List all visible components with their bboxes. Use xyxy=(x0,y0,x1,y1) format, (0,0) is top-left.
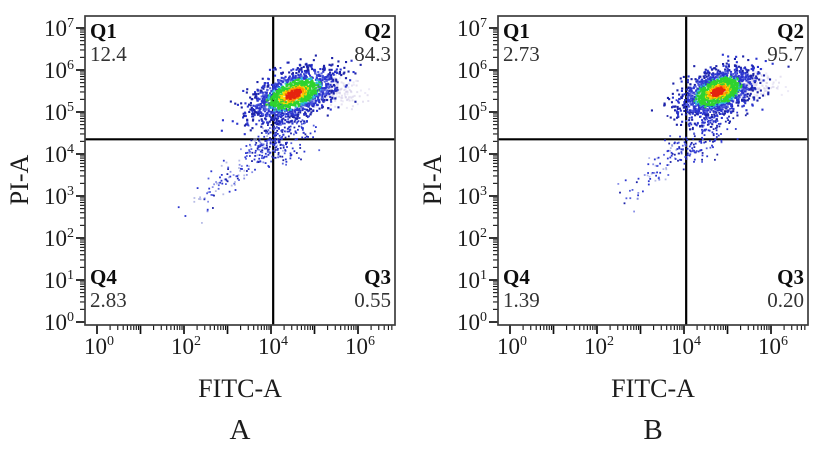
q4-name: Q4 xyxy=(90,265,117,289)
y-tick-label-10e5: 105 xyxy=(44,100,74,125)
q1-percent: 2.73 xyxy=(503,42,540,66)
y-tick-label-10e1: 101 xyxy=(44,268,74,293)
x-tick-labels: 100 102 104 106 xyxy=(497,334,788,359)
quadrant-label-q1: Q1 12.4 xyxy=(90,20,127,66)
y-axis-label: PI-A xyxy=(5,154,34,206)
x-tick-label-10e4: 104 xyxy=(258,334,288,359)
y-tick-label-10e3: 103 xyxy=(457,184,487,209)
y-tick-label-10e6: 106 xyxy=(44,58,74,83)
quadrant-label-q4: Q4 1.39 xyxy=(503,266,540,312)
q4-name: Q4 xyxy=(503,265,530,289)
q4-percent: 1.39 xyxy=(503,288,540,312)
quadrant-label-q1: Q1 2.73 xyxy=(503,20,540,66)
q2-name: Q2 xyxy=(777,19,804,43)
x-axis-ticks xyxy=(96,325,393,334)
gate-crosshair xyxy=(498,16,808,325)
y-axis-ticks xyxy=(76,27,85,323)
scatter-plot-a: 100 102 104 106 100 101 102 103 104 105 106 107 xyxy=(44,15,396,359)
q1-name: Q1 xyxy=(90,19,117,43)
panel-caption-b: B xyxy=(643,414,663,446)
y-tick-labels: 100 101 102 103 104 105 106 107 xyxy=(457,16,487,335)
quadrant-label-q3: Q3 0.20 xyxy=(767,266,804,312)
quadrant-label-q3: Q3 0.55 xyxy=(354,266,391,312)
x-axis-label: FITC-A xyxy=(611,374,695,403)
q3-percent: 0.55 xyxy=(354,288,391,312)
x-tick-label-10e6: 106 xyxy=(345,334,375,359)
plot-border xyxy=(497,15,809,326)
panel-a: 100 102 104 106 100 101 102 103 104 105 106 107 PI-… xyxy=(0,0,413,465)
y-tick-label-10e2: 102 xyxy=(457,226,487,251)
scatter-plot-b: 100 102 104 106 100 101 102 103 104 105 106 107 xyxy=(457,15,809,359)
y-axis-label: PI-A xyxy=(418,154,447,206)
scatter-points-layer xyxy=(177,54,371,224)
q1-percent: 12.4 xyxy=(90,42,127,66)
gate-crosshair xyxy=(85,16,395,325)
q3-name: Q3 xyxy=(364,265,391,289)
y-tick-labels: 100 101 102 103 104 105 106 107 xyxy=(44,16,74,335)
y-tick-label-10e1: 101 xyxy=(457,268,487,293)
x-tick-labels: 100 102 104 106 xyxy=(84,334,375,359)
quadrant-label-q2: Q2 84.3 xyxy=(354,20,391,66)
quadrant-label-q2: Q2 95.7 xyxy=(767,20,804,66)
y-tick-label-10e7: 107 xyxy=(44,16,74,41)
x-tick-label-10e6: 106 xyxy=(758,334,788,359)
y-tick-label-10e4: 104 xyxy=(44,142,74,167)
quadrant-label-q4: Q4 2.83 xyxy=(90,266,127,312)
q3-percent: 0.20 xyxy=(767,288,804,312)
y-tick-label-10e6: 106 xyxy=(457,58,487,83)
y-tick-label-10e4: 104 xyxy=(457,142,487,167)
y-tick-label-10e2: 102 xyxy=(44,226,74,251)
q2-percent: 95.7 xyxy=(767,42,804,66)
x-tick-label-10e0: 100 xyxy=(497,334,527,359)
x-tick-label-10e2: 102 xyxy=(171,334,201,359)
panel-b: 100 102 104 106 100 101 102 103 104 105 106 107 PI-… xyxy=(413,0,826,465)
x-tick-label-10e2: 102 xyxy=(584,334,614,359)
q4-percent: 2.83 xyxy=(90,288,127,312)
y-tick-label-10e5: 105 xyxy=(457,100,487,125)
x-tick-label-10e4: 104 xyxy=(671,334,701,359)
x-axis-ticks xyxy=(509,325,806,334)
panel-caption-a: A xyxy=(229,414,251,446)
q3-name: Q3 xyxy=(777,265,804,289)
q1-name: Q1 xyxy=(503,19,530,43)
y-tick-label-10e0: 100 xyxy=(457,310,487,335)
y-tick-label-10e7: 107 xyxy=(457,16,487,41)
q2-name: Q2 xyxy=(364,19,391,43)
y-axis-ticks xyxy=(489,27,498,323)
x-tick-label-10e0: 100 xyxy=(84,334,114,359)
q2-percent: 84.3 xyxy=(354,42,391,66)
y-tick-label-10e3: 103 xyxy=(44,184,74,209)
y-tick-label-10e0: 100 xyxy=(44,310,74,335)
x-axis-label: FITC-A xyxy=(198,374,282,403)
plot-border xyxy=(84,15,396,326)
scatter-points-layer xyxy=(617,53,790,213)
